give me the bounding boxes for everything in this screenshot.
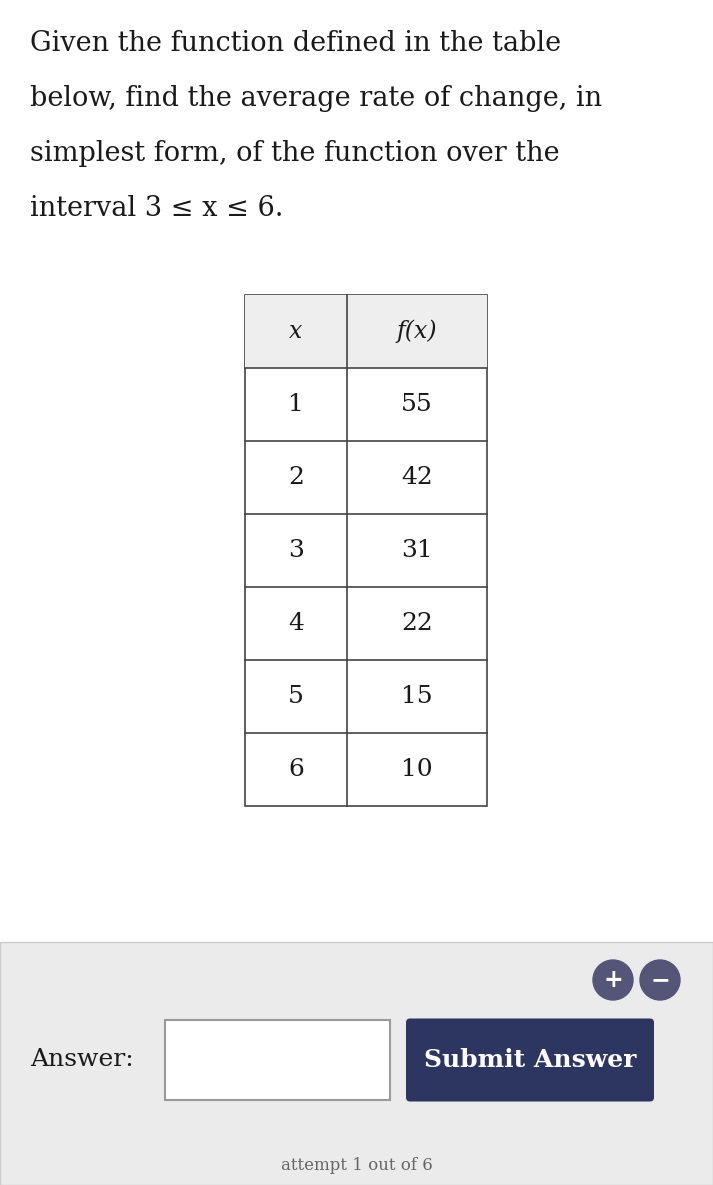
Text: −: −	[650, 968, 670, 992]
Bar	[0, 942, 713, 1185]
Text: 3: 3	[288, 539, 304, 562]
Text: 55: 55	[401, 393, 433, 416]
Text: 42: 42	[401, 466, 433, 489]
Text: attempt 1 out of 6: attempt 1 out of 6	[281, 1157, 432, 1173]
Bar	[245, 295, 487, 806]
Text: Submit Answer: Submit Answer	[424, 1048, 636, 1072]
Circle shape	[593, 960, 633, 1000]
Text: Given the function defined in the table: Given the function defined in the table	[30, 30, 561, 57]
Text: 22: 22	[401, 611, 433, 635]
Text: below, find the average rate of change, in: below, find the average rate of change, …	[30, 85, 602, 113]
Text: 6: 6	[288, 758, 304, 781]
Text: 2: 2	[288, 466, 304, 489]
Text: x: x	[289, 320, 302, 342]
Text: 15: 15	[401, 685, 433, 707]
Text: 5: 5	[288, 685, 304, 707]
Text: 31: 31	[401, 539, 433, 562]
Text: simplest form, of the function over the: simplest form, of the function over the	[30, 140, 560, 167]
Text: 10: 10	[401, 758, 433, 781]
Text: 4: 4	[288, 611, 304, 635]
Text: Answer:: Answer:	[30, 1049, 134, 1071]
Bar	[165, 1020, 390, 1100]
Text: +: +	[603, 968, 623, 992]
Text: interval 3 ≤ x ≤ 6.: interval 3 ≤ x ≤ 6.	[30, 196, 283, 222]
Circle shape	[640, 960, 680, 1000]
Text: f(x): f(x)	[396, 320, 437, 344]
Bar	[245, 295, 487, 369]
Text: 1: 1	[288, 393, 304, 416]
FancyBboxPatch shape	[406, 1018, 654, 1102]
